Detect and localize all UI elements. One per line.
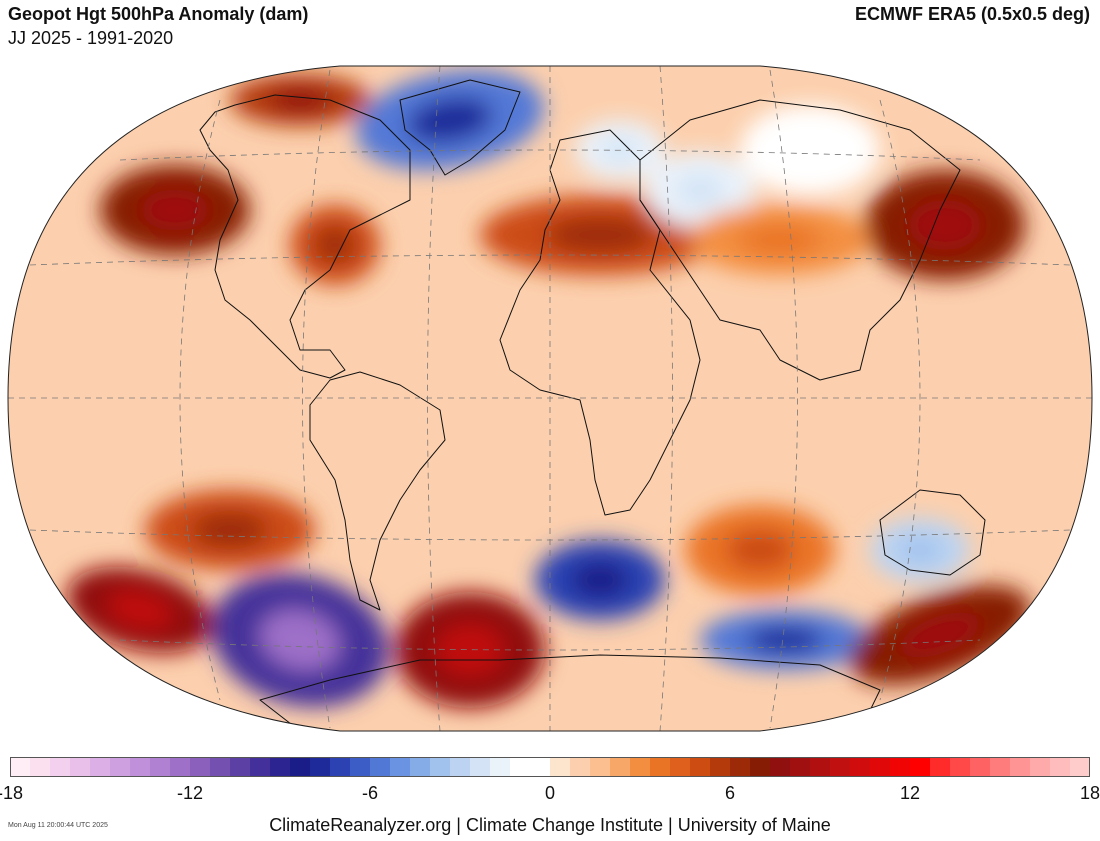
colorbar-swatch — [30, 757, 51, 777]
colorbar-swatch — [450, 757, 471, 777]
anomaly-region-core — [739, 224, 821, 256]
colorbar-tick-label: 0 — [544, 783, 556, 803]
anomaly-region-core — [191, 512, 269, 548]
colorbar-swatch — [70, 757, 91, 777]
colorbar-swatch — [710, 757, 731, 777]
anomaly-region-core — [407, 97, 493, 143]
colorbar-swatch — [230, 757, 251, 777]
anomaly-region-core — [909, 200, 981, 250]
anomaly-region-core — [141, 189, 209, 231]
asia-outline — [639, 99, 961, 381]
colorbar-tick-label: -12 — [176, 783, 204, 803]
colorbar-swatch — [890, 757, 911, 777]
colorbar-swatch — [550, 757, 571, 777]
colorbar-swatch — [850, 757, 871, 777]
colorbar-swatch — [650, 757, 671, 777]
colorbar-tick-label: 12 — [899, 783, 921, 803]
colorbar-swatch — [290, 757, 311, 777]
colorbar-tick-label: -18 — [0, 783, 24, 803]
antarctica-outline — [259, 654, 881, 731]
anomaly-region-core — [268, 88, 332, 112]
colorbar-swatch — [830, 757, 851, 777]
anomaly-region-core — [570, 562, 630, 598]
colorbar-swatch — [630, 757, 651, 777]
colorbar-swatch — [130, 757, 151, 777]
colorbar-swatch — [1010, 757, 1031, 777]
anomaly-region-core — [314, 227, 356, 263]
chart-subtitle: JJ 2025 - 1991-2020 — [8, 28, 174, 48]
colorbar-swatch — [330, 757, 351, 777]
colorbar-swatch — [10, 757, 31, 777]
colorbar-swatch — [390, 757, 411, 777]
colorbar-swatch — [190, 757, 211, 777]
anomaly-region-core — [899, 612, 981, 658]
anomaly-region-core — [107, 590, 173, 630]
anomaly-region-core — [778, 129, 842, 171]
colorbar-swatch — [410, 757, 431, 777]
graticule — [8, 66, 1092, 731]
colorbar-swatch — [970, 757, 991, 777]
anomaly-region-core — [436, 623, 504, 677]
anomaly-region-core — [260, 609, 340, 671]
colorbar-swatch — [370, 757, 391, 777]
colorbar-swatch — [750, 757, 771, 777]
north-america-outline — [199, 94, 411, 379]
colorbar-swatch — [1050, 757, 1071, 777]
colorbar-swatch — [150, 757, 171, 777]
colorbar-swatch — [1070, 757, 1090, 777]
colorbar-swatch — [930, 757, 951, 777]
globe-border — [7, 65, 1093, 732]
colorbar-swatch — [730, 757, 751, 777]
anomaly-field — [8, 66, 1092, 731]
colorbar-swatch — [430, 757, 451, 777]
colorbar-swatch — [510, 757, 531, 777]
australia-outline — [879, 489, 986, 576]
south-america-outline — [309, 371, 446, 611]
colorbar-swatch — [110, 757, 131, 777]
colorbar-tick-label: 6 — [724, 783, 736, 803]
anomaly-region-core — [675, 172, 725, 208]
greenland-outline — [399, 79, 521, 176]
colorbar-swatch — [530, 757, 551, 777]
colorbar — [10, 757, 1090, 777]
colorbar-swatch — [1030, 757, 1051, 777]
anomaly-region-core — [746, 626, 824, 654]
colorbar-swatch — [690, 757, 711, 777]
colorbar-swatch — [90, 757, 111, 777]
colorbar-swatch — [310, 757, 331, 777]
footer-credits: ClimateReanalyzer.org | Climate Change I… — [269, 815, 831, 835]
timestamp: Mon Aug 11 20:00:44 UTC 2025 — [8, 822, 108, 829]
anomaly-region-core — [726, 529, 794, 571]
colorbar-swatch — [770, 757, 791, 777]
colorbar-swatch — [170, 757, 191, 777]
colorbar-swatch — [470, 757, 491, 777]
colorbar-swatch — [990, 757, 1011, 777]
colorbar-swatch — [870, 757, 891, 777]
colorbar-swatch — [670, 757, 691, 777]
colorbar-swatch — [490, 757, 511, 777]
colorbar-swatch — [790, 757, 811, 777]
chart-title: Geopot Hgt 500hPa Anomaly (dam) — [8, 4, 309, 24]
anomaly-map — [7, 65, 1093, 732]
anomaly-region-core — [897, 535, 943, 565]
colorbar-swatch — [50, 757, 71, 777]
colorbar-tick-label: 18 — [1079, 783, 1100, 803]
colorbar-swatch — [910, 757, 931, 777]
colorbar-swatch — [950, 757, 971, 777]
colorbar-swatch — [250, 757, 271, 777]
colorbar-swatch — [570, 757, 591, 777]
colorbar-swatch — [810, 757, 831, 777]
colorbar-swatch — [610, 757, 631, 777]
colorbar-swatch — [350, 757, 371, 777]
data-source-label: ECMWF ERA5 (0.5x0.5 deg) — [854, 4, 1090, 24]
colorbar-swatch — [590, 757, 611, 777]
colorbar-swatch — [270, 757, 291, 777]
colorbar-swatch — [210, 757, 231, 777]
colorbar-tick-label: -6 — [361, 783, 379, 803]
coastlines — [199, 79, 986, 731]
anomaly-region-core — [546, 217, 654, 253]
